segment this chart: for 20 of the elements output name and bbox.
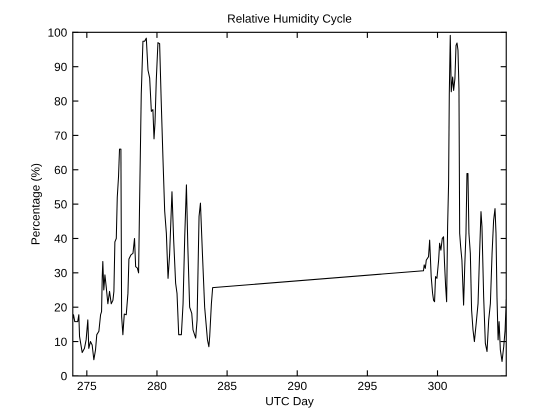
y-tick-label: 90	[54, 62, 67, 72]
y-tick-label: 30	[54, 268, 67, 278]
x-tick-label: 275	[78, 382, 96, 390]
y-tick-label: 20	[54, 303, 67, 312]
x-tick-label: 285	[218, 382, 236, 390]
y-tick-label: 0	[61, 372, 67, 380]
y-axis-title: Percentage (%)	[30, 164, 42, 244]
x-tick-label: 295	[358, 382, 377, 390]
x-tick-label: 280	[148, 382, 166, 390]
x-axis-title: UTC Day	[266, 396, 314, 408]
y-tick-label: 50	[54, 200, 67, 209]
y-tick-label: 60	[54, 166, 67, 174]
y-tick-label: 70	[54, 131, 67, 140]
y-tick-label: 100	[48, 28, 67, 37]
x-tick-label: 300	[428, 382, 447, 390]
y-tick-label: 80	[54, 97, 67, 106]
chart-title: Relative Humidity Cycle	[228, 14, 352, 26]
x-tick-label: 290	[288, 382, 307, 390]
y-tick-label: 40	[54, 234, 67, 243]
y-tick-label: 10	[55, 338, 67, 346]
